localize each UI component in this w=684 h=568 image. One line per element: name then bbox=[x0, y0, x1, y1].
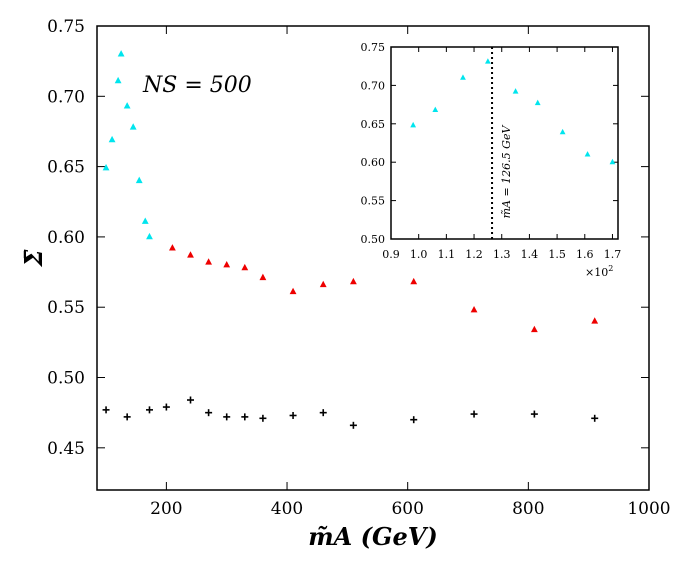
y-tick-label: 0.65 bbox=[361, 118, 386, 131]
data-point-cyan bbox=[102, 164, 110, 171]
data-point-red bbox=[187, 251, 194, 258]
x-tick-label: 1.3 bbox=[493, 248, 511, 261]
data-point-red bbox=[205, 258, 213, 265]
x-tick-label: 0.9 bbox=[382, 248, 400, 261]
data-point-black bbox=[187, 396, 195, 404]
y-tick-label: 0.70 bbox=[47, 87, 85, 107]
y-tick-label: 0.55 bbox=[47, 298, 85, 318]
data-point-red bbox=[241, 263, 249, 271]
x-tick-label: 800 bbox=[512, 499, 544, 519]
data-point-cyan bbox=[432, 106, 439, 113]
data-point-cyan bbox=[559, 128, 566, 135]
data-point-cyan bbox=[146, 232, 153, 240]
data-point-black bbox=[241, 413, 249, 421]
data-point-black bbox=[591, 414, 599, 422]
data-point-black bbox=[162, 403, 170, 411]
data-point-cyan bbox=[512, 88, 519, 94]
data-point-black bbox=[102, 406, 110, 414]
sample-size-annotation: NS = 500 bbox=[142, 73, 252, 98]
data-point-black bbox=[319, 409, 327, 417]
x-tick-label: 400 bbox=[271, 499, 303, 519]
data-point-black bbox=[123, 413, 131, 421]
y-axis-title: Σ̄ bbox=[19, 248, 48, 267]
data-point-cyan bbox=[460, 74, 466, 80]
x-tick-label: 1.0 bbox=[410, 248, 428, 261]
x-tick-label: 200 bbox=[150, 499, 182, 519]
inset-x-multiplier-exp: 2 bbox=[608, 264, 613, 273]
data-point-cyan bbox=[410, 121, 417, 128]
data-point-cyan bbox=[141, 217, 149, 224]
data-point-black bbox=[289, 411, 297, 419]
data-point-cyan bbox=[609, 158, 616, 165]
data-point-cyan bbox=[129, 123, 137, 130]
data-point-black bbox=[410, 416, 418, 424]
x-tick-label: 1.6 bbox=[576, 248, 594, 261]
y-tick-label: 0.50 bbox=[47, 369, 85, 389]
inset-points bbox=[410, 58, 616, 165]
data-point-black bbox=[205, 409, 213, 417]
data-point-black bbox=[349, 421, 357, 429]
inset-ticks: 0.9 1.0 1.1 1.2 1.3 1.4 1.5 1.6 1.7 0.50 0.55 0.60 0… bbox=[361, 41, 622, 261]
inset-x-multiplier-base: ×10 bbox=[585, 266, 608, 279]
data-point-cyan bbox=[534, 99, 541, 106]
data-point-red bbox=[530, 325, 538, 333]
data-point-red bbox=[591, 317, 599, 324]
main-points bbox=[102, 50, 599, 429]
y-tick-label: 0.45 bbox=[47, 439, 85, 459]
y-tick-label: 0.65 bbox=[47, 158, 85, 178]
main-plot-frame bbox=[96, 25, 650, 491]
data-point-red bbox=[410, 277, 418, 285]
y-tick-label: 0.75 bbox=[47, 17, 85, 37]
y-tick-label: 0.55 bbox=[361, 195, 386, 208]
y-tick-label: 0.75 bbox=[361, 41, 386, 54]
x-tick-label: 600 bbox=[391, 499, 423, 519]
x-tick-label: 1.7 bbox=[604, 248, 622, 261]
inset-plot-frame bbox=[390, 46, 619, 240]
data-point-cyan bbox=[485, 58, 491, 64]
data-point-cyan bbox=[135, 176, 143, 184]
data-point-red bbox=[319, 280, 327, 288]
data-point-red bbox=[470, 306, 478, 313]
data-point-cyan bbox=[123, 102, 131, 109]
data-point-cyan bbox=[584, 151, 591, 157]
data-point-black bbox=[530, 410, 538, 418]
data-point-black bbox=[470, 410, 478, 418]
x-tick-label: 1.5 bbox=[548, 248, 566, 261]
y-tick-label: 0.50 bbox=[361, 233, 386, 246]
y-tick-label: 0.60 bbox=[361, 156, 386, 169]
data-point-black bbox=[223, 413, 231, 421]
y-tick-label: 0.60 bbox=[47, 228, 85, 248]
data-point-black bbox=[259, 414, 267, 422]
main-ticks: 200 400 600 800 1000 0.45 0.50 0.55 0.60 0.65 0.70… bbox=[47, 17, 670, 519]
x-tick-label: 1.2 bbox=[465, 248, 483, 261]
y-tick-label: 0.70 bbox=[361, 79, 386, 92]
x-tick-label: 1.1 bbox=[438, 248, 456, 261]
data-point-cyan bbox=[108, 135, 116, 143]
inset-x-multiplier: ×102 bbox=[585, 264, 613, 279]
x-tick-label: 1.4 bbox=[521, 248, 539, 261]
data-point-cyan bbox=[114, 76, 122, 84]
data-point-black bbox=[145, 406, 153, 414]
data-point-red bbox=[223, 261, 231, 268]
x-axis-title: m̃A (GeV) bbox=[308, 522, 437, 551]
data-point-cyan bbox=[117, 50, 125, 57]
data-point-red bbox=[169, 244, 176, 251]
data-point-red bbox=[259, 273, 267, 281]
inset-vertical-line-label: m̃A = 126.5 GeV bbox=[500, 125, 513, 219]
data-point-red bbox=[289, 287, 297, 295]
x-tick-label: 1000 bbox=[627, 499, 670, 519]
data-point-red bbox=[349, 277, 357, 285]
